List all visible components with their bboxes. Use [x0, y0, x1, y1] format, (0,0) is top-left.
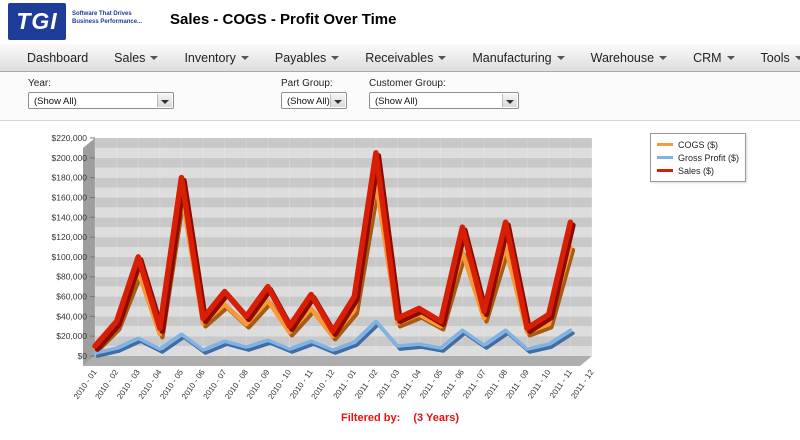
chevron-down-icon[interactable] [330, 94, 345, 107]
svg-text:$80,000: $80,000 [56, 272, 87, 282]
chevron-down-icon [659, 56, 668, 61]
chevron-down-icon [240, 56, 249, 61]
svg-text:2011 - 12: 2011 - 12 [569, 368, 596, 401]
svg-text:$40,000: $40,000 [56, 311, 87, 321]
legend-swatch [657, 156, 673, 159]
filtered-by-value: (3 Years) [413, 412, 460, 424]
chevron-down-icon [331, 56, 340, 61]
year-select[interactable]: (Show All) [28, 92, 174, 109]
tgi-logo[interactable]: TGI [8, 3, 66, 40]
legend-item-gross-profit: Gross Profit ($) [657, 151, 739, 164]
logo-text: TGI [16, 8, 58, 34]
chevron-down-icon [726, 56, 735, 61]
chart-plot: $0 $20,000 $40,000 $60,000 $80,000 $100,000 $1… [52, 133, 596, 401]
customer-group-select[interactable]: (Show All) [369, 92, 519, 109]
part-group-select[interactable]: (Show All) [281, 92, 347, 109]
legend-item-cogs: COGS ($) [657, 138, 739, 151]
svg-text:$60,000: $60,000 [56, 292, 87, 302]
svg-text:$100,000: $100,000 [52, 252, 88, 262]
svg-text:$120,000: $120,000 [52, 232, 88, 242]
svg-text:$0: $0 [78, 351, 88, 361]
filter-panel: Year: (Show All) Part Group: (Show All) … [0, 72, 800, 121]
chevron-down-icon[interactable] [502, 94, 517, 107]
legend-swatch [657, 143, 673, 146]
svg-text:$20,000: $20,000 [56, 331, 87, 341]
nav-item-receivables[interactable]: Receivables [352, 51, 459, 65]
chart: $0 $20,000 $40,000 $60,000 $80,000 $100,000 $1… [0, 128, 800, 404]
nav-item-crm[interactable]: CRM [680, 51, 747, 65]
logo-tagline: Software That Drives Business Performanc… [72, 10, 162, 26]
chart-legend: COGS ($) Gross Profit ($) Sales ($) [650, 133, 746, 182]
filter-part-group-label: Part Group: [281, 78, 333, 89]
chevron-down-icon[interactable] [157, 94, 172, 107]
nav-item-tools[interactable]: Tools [748, 51, 800, 65]
legend-label: Sales ($) [678, 165, 715, 176]
legend-item-sales: Sales ($) [657, 164, 739, 177]
svg-text:$140,000: $140,000 [52, 212, 88, 222]
chevron-down-icon [556, 56, 565, 61]
chevron-down-icon [438, 56, 447, 61]
tagline-line2: Business Performance... [72, 19, 143, 25]
svg-text:$200,000: $200,000 [52, 153, 88, 163]
filter-part-group: Part Group: (Show All) [281, 78, 347, 109]
legend-label: Gross Profit ($) [678, 152, 740, 163]
filter-year-label: Year: [28, 78, 51, 89]
part-group-select-value: (Show All) [287, 96, 330, 107]
svg-text:$220,000: $220,000 [52, 133, 88, 143]
filtered-by-label: Filtered by: [340, 412, 401, 424]
filter-customer-group: Customer Group: (Show All) [369, 78, 519, 109]
nav-item-payables[interactable]: Payables [262, 51, 352, 65]
legend-label: COGS ($) [678, 139, 719, 150]
page-title: Sales - COGS - Profit Over Time [170, 11, 397, 28]
filter-year: Year: (Show All) [28, 78, 174, 109]
nav-item-dashboard[interactable]: Dashboard [27, 50, 89, 65]
svg-text:$180,000: $180,000 [52, 173, 88, 183]
chevron-down-icon [150, 56, 159, 61]
nav-item-sales[interactable]: Sales [101, 51, 171, 65]
customer-group-select-value: (Show All) [375, 96, 418, 107]
tagline-line1: Software That Drives [72, 11, 132, 17]
filtered-by: Filtered by: (3 Years) [0, 412, 800, 424]
legend-swatch [657, 169, 673, 172]
svg-text:$160,000: $160,000 [52, 192, 88, 202]
main-nav: Dashboard Sales Inventory Payables Receivabl… [0, 44, 800, 72]
chevron-down-icon [794, 56, 800, 61]
year-select-value: (Show All) [34, 96, 77, 107]
nav-item-inventory[interactable]: Inventory [171, 51, 261, 65]
header: TGI Software That Drives Business Perfor… [0, 0, 800, 45]
filter-customer-group-label: Customer Group: [369, 78, 446, 89]
nav-item-manufacturing[interactable]: Manufacturing [459, 51, 577, 65]
nav-item-warehouse[interactable]: Warehouse [578, 51, 680, 65]
